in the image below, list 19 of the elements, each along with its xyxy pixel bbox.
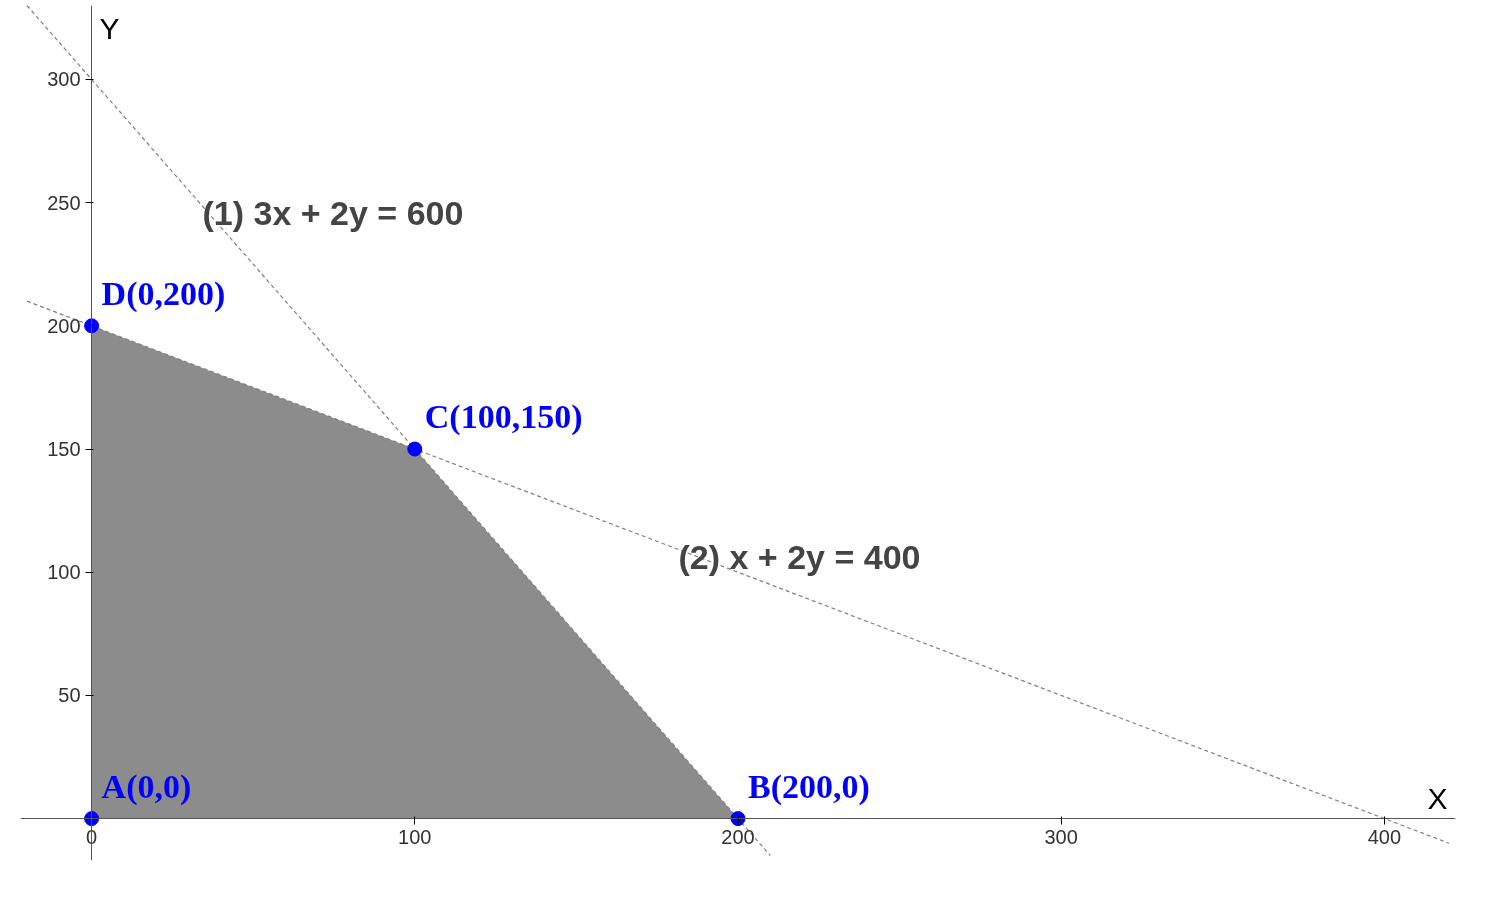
annotation: (2) x + 2y = 400 xyxy=(678,538,921,577)
y-tick-label: 200 xyxy=(47,314,81,337)
x-axis-title: X xyxy=(1427,781,1448,815)
y-tick-label: 100 xyxy=(47,561,81,584)
data-label: C(100,150) xyxy=(424,398,583,437)
x-tick-label: 400 xyxy=(1367,825,1402,848)
point xyxy=(407,441,423,457)
y-tick-label: 50 xyxy=(58,684,81,707)
x-tick-label: 100 xyxy=(398,825,432,848)
data-label: A(0,0) xyxy=(101,767,192,806)
data-label: D(0,200) xyxy=(101,274,226,313)
x-tick-label: 300 xyxy=(1044,825,1078,848)
y-tick-label: 250 xyxy=(47,191,81,214)
y-tick-label: 150 xyxy=(47,438,81,461)
data-label: B(200,0) xyxy=(748,767,870,806)
annotation: (1) 3x + 2y = 600 xyxy=(202,193,464,232)
x-tick-label: 200 xyxy=(721,825,755,848)
y-tick-label: 300 xyxy=(47,68,81,91)
y-axis-title: Y xyxy=(99,11,120,45)
